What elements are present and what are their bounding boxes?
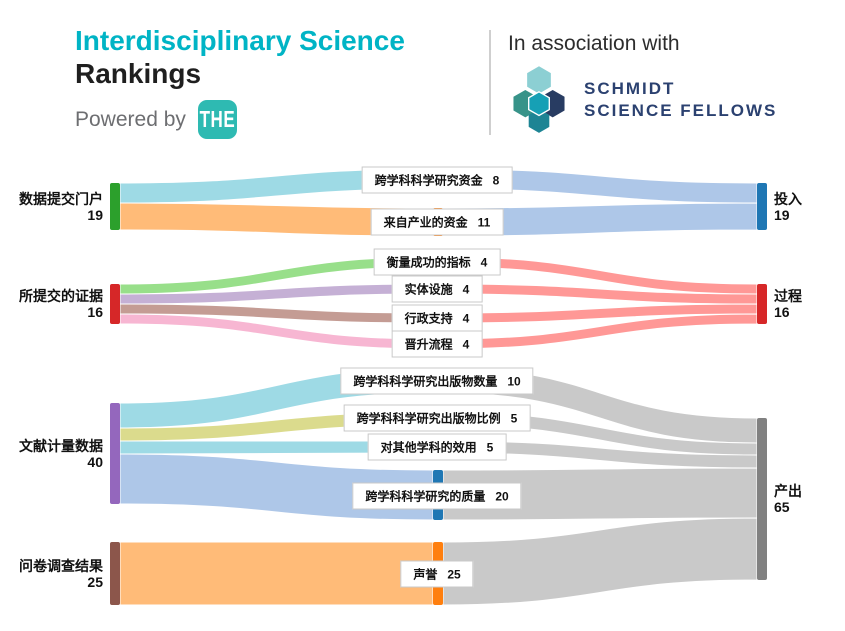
the-logo-text: THE — [199, 106, 236, 132]
sankey-left-node-label: 文献计量数据 40 — [19, 437, 103, 470]
sankey-right-node-label: 投入 19 — [774, 190, 802, 223]
sankey-middle-label: 行政支持 4 — [391, 304, 483, 332]
sankey-link — [119, 541, 434, 606]
sankey-node-bar — [110, 183, 120, 230]
sankey-middle-label: 来自产业的资金 11 — [370, 208, 504, 236]
sankey-node-bar — [757, 183, 767, 230]
association-label: In association with — [508, 32, 680, 55]
sankey-node-bar — [757, 284, 767, 324]
the-logo-icon: THE — [197, 100, 237, 139]
header-divider — [489, 30, 491, 135]
sankey-link — [119, 202, 434, 237]
sankey-middle-label: 跨学科科学研究出版物比例 5 — [343, 404, 531, 432]
sankey-middle-label: 跨学科科学研究资金 8 — [361, 166, 513, 194]
sankey-node-bar — [110, 284, 120, 324]
page-title-line1: Interdisciplinary Science — [75, 25, 405, 56]
header: Interdisciplinary Science Rankings Power… — [75, 24, 405, 139]
sankey-left-node-label: 问卷调查结果 25 — [19, 557, 103, 590]
sankey-middle-label: 衡量成功的指标 4 — [373, 248, 501, 276]
schmidt-wordmark: SCHMIDT SCIENCE FELLOWS — [584, 78, 777, 122]
sankey-link — [442, 517, 758, 606]
schmidt-logo-row: SCHMIDT SCIENCE FELLOWS — [508, 64, 777, 136]
powered-by-label: Powered by — [75, 107, 186, 131]
schmidt-wordmark-line2: SCIENCE FELLOWS — [584, 101, 778, 120]
sankey-middle-label: 实体设施 4 — [391, 275, 483, 303]
sankey-link — [442, 202, 758, 237]
schmidt-wordmark-line1: SCHMIDT — [584, 79, 676, 98]
sankey-right-node-label: 产出 65 — [774, 483, 802, 515]
schmidt-hexagons-icon — [513, 66, 565, 133]
sankey-left-node-label: 数据提交门户 19 — [19, 190, 103, 223]
sankey-middle-label: 晋升流程 4 — [391, 330, 483, 358]
sankey-node-bar — [110, 542, 120, 605]
page-title-line2: Rankings — [75, 58, 202, 89]
sankey-middle-label: 对其他学科的效用 5 — [367, 433, 507, 461]
association-block: In association with SCHMIDT SCIENCE FELL… — [508, 32, 777, 136]
sankey-right-node-label: 过程 16 — [774, 288, 802, 320]
sankey-middle-label: 跨学科科学研究的质量 20 — [352, 482, 522, 510]
sankey-node-bar — [757, 418, 767, 580]
sankey-left-node-label: 所提交的证据 16 — [19, 288, 103, 320]
powered-by-row: Powered by THE — [75, 100, 405, 139]
sankey-middle-label: 声誉 25 — [400, 560, 474, 588]
sankey-middle-label: 跨学科科学研究出版物数量 10 — [340, 367, 534, 395]
sankey-node-bar — [110, 403, 120, 504]
sankey-link — [442, 313, 758, 350]
